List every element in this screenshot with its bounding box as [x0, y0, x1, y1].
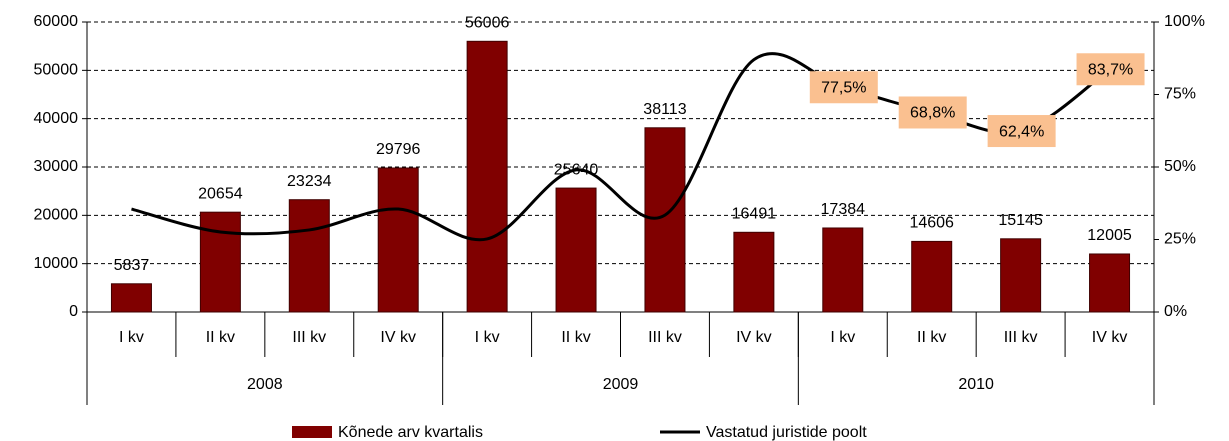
- bar: [466, 40, 508, 313]
- y2-tick-label: 0%: [1164, 303, 1187, 320]
- x-tick-label: III kv: [1004, 329, 1038, 346]
- bar-value-label: 29796: [376, 141, 421, 158]
- x-tick-label: I kv: [830, 329, 855, 346]
- bar: [1000, 238, 1042, 313]
- bar: [377, 167, 419, 313]
- data-label: 77,5%: [821, 79, 866, 96]
- x-tick-label: III kv: [648, 329, 682, 346]
- y-tick-label: 30000: [34, 158, 79, 175]
- y-tick-label: 50000: [34, 62, 79, 79]
- x-tick-label: IV kv: [380, 329, 416, 346]
- data-label-box: [809, 71, 878, 104]
- x-tick-label: I kv: [475, 329, 500, 346]
- bar-value-label: 20654: [198, 185, 243, 202]
- bar: [199, 211, 241, 313]
- bar-value-label: 38113: [643, 101, 686, 118]
- data-label: 68,8%: [910, 105, 955, 122]
- y2-tick-label: 50%: [1164, 158, 1196, 175]
- x-tick-label: I kv: [119, 329, 144, 346]
- bar: [288, 199, 330, 313]
- x-tick-label: III kv: [292, 329, 326, 346]
- bar: [110, 283, 152, 313]
- data-label-box: [987, 115, 1056, 148]
- bar-value-label: 16491: [732, 206, 777, 223]
- x-tick-label: II kv: [206, 329, 235, 346]
- y2-tick-label: 75%: [1164, 86, 1196, 103]
- bar-value-label: 56006: [465, 15, 510, 32]
- bar-value-label: 23234: [287, 173, 332, 190]
- y2-tick-label: 100%: [1164, 13, 1205, 30]
- x-tick-label: IV kv: [736, 329, 772, 346]
- legend-label: Vastatud juristide poolt: [706, 424, 867, 441]
- data-label: 62,4%: [999, 123, 1044, 140]
- bar-value-label: 14606: [909, 215, 954, 232]
- data-label-box: [898, 96, 967, 129]
- x-tick-label: IV kv: [1092, 329, 1128, 346]
- bar: [733, 231, 775, 313]
- y-tick-label: 0: [69, 303, 78, 320]
- bar: [911, 240, 953, 313]
- line: [131, 52, 1111, 242]
- bar: [1089, 253, 1131, 313]
- x-tick-label: II kv: [917, 329, 946, 346]
- bar: [822, 227, 864, 313]
- x-tick-label: II kv: [561, 329, 590, 346]
- group-label: 2008: [247, 376, 283, 393]
- group-label: 2009: [603, 376, 639, 393]
- legend-swatch: [292, 426, 332, 438]
- data-label-box: [1076, 53, 1145, 86]
- y-tick-label: 10000: [34, 255, 79, 272]
- data-label: 83,7%: [1088, 61, 1133, 78]
- bar: [555, 187, 597, 313]
- bar: [644, 127, 686, 313]
- bar-value-label: 15145: [998, 212, 1043, 229]
- y-tick-label: 20000: [34, 207, 79, 224]
- group-label: 2010: [958, 376, 994, 393]
- legend-label: Kõnede arv kvartalis: [338, 424, 483, 441]
- bar-value-label: 17384: [821, 201, 866, 218]
- y-tick-label: 40000: [34, 110, 79, 127]
- y-tick-label: 60000: [34, 13, 79, 30]
- bar-value-label: 12005: [1087, 227, 1132, 244]
- y2-tick-label: 25%: [1164, 231, 1196, 248]
- bar-value-label: 5837: [114, 257, 150, 274]
